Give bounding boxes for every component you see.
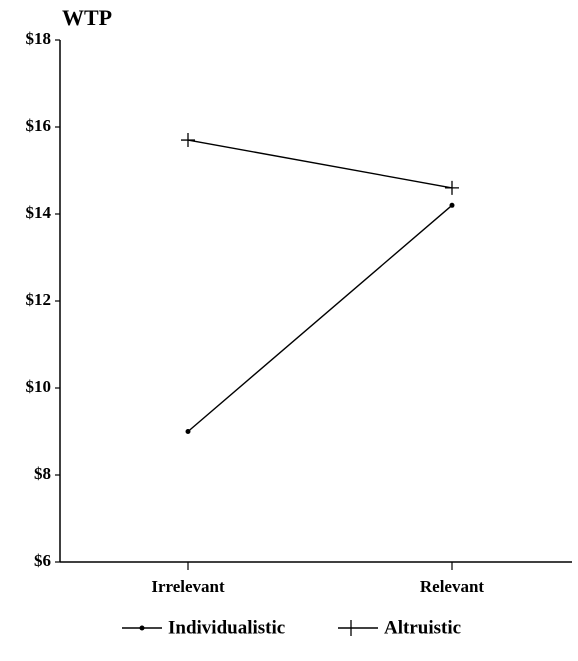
y-tick-label: $14 <box>26 203 52 222</box>
y-tick-label: $8 <box>34 464 51 483</box>
marker <box>445 180 459 195</box>
y-tick-label: $18 <box>26 29 52 48</box>
y-tick-label: $16 <box>26 116 52 135</box>
series-line <box>187 139 453 189</box>
marker <box>181 133 195 148</box>
legend-label: Altruistic <box>384 617 461 638</box>
series-line <box>187 204 453 433</box>
x-tick-label: Irrelevant <box>151 577 225 596</box>
x-tick-label: Relevant <box>420 577 485 596</box>
y-tick-label: $12 <box>26 290 52 309</box>
y-tick-label: $10 <box>26 377 52 396</box>
legend-label: Individualistic <box>168 617 285 638</box>
y-tick-label: $6 <box>34 551 51 570</box>
legend-marker <box>139 625 145 631</box>
chart-title: WTP <box>62 5 112 30</box>
marker <box>449 202 455 208</box>
marker <box>185 429 191 434</box>
